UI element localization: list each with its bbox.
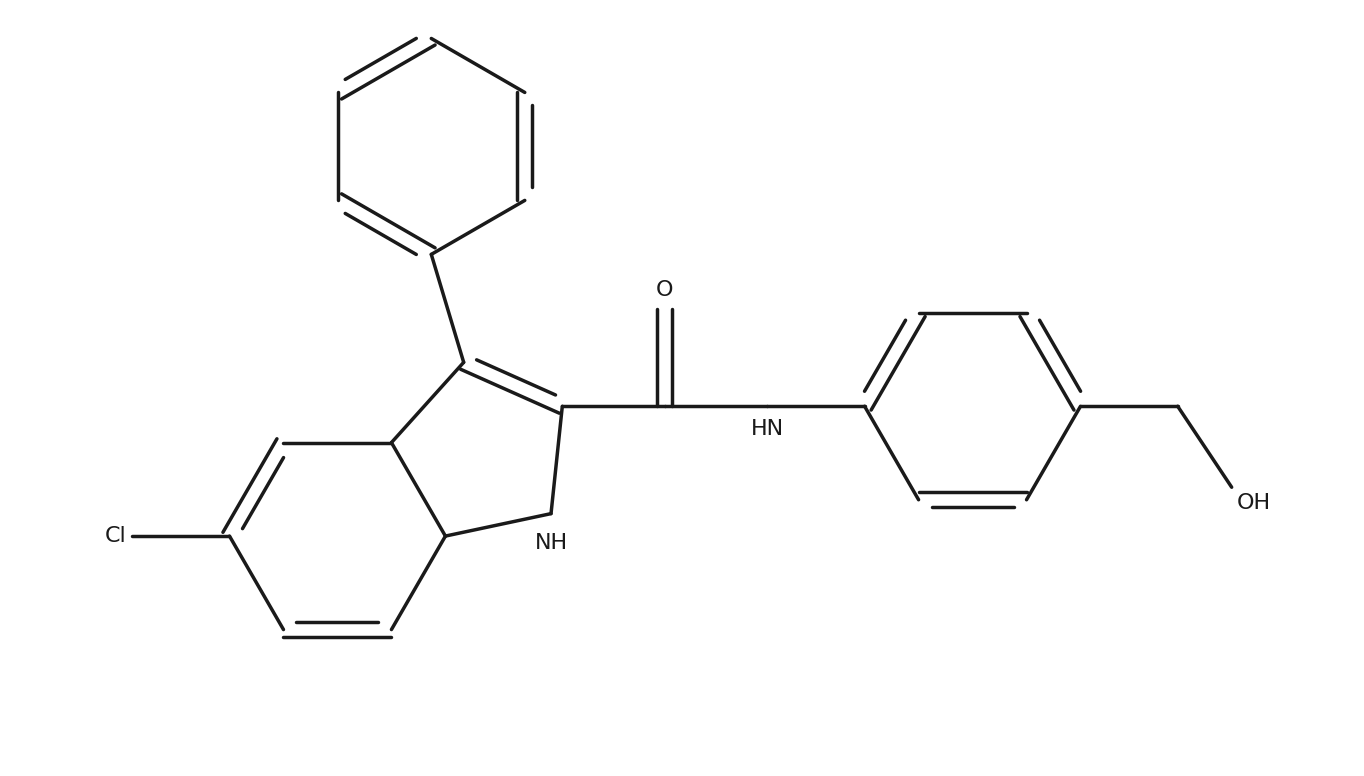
Text: HN: HN bbox=[750, 419, 784, 439]
Text: O: O bbox=[656, 280, 674, 300]
Text: NH: NH bbox=[535, 533, 567, 553]
Text: OH: OH bbox=[1237, 493, 1271, 513]
Text: Cl: Cl bbox=[105, 526, 127, 546]
